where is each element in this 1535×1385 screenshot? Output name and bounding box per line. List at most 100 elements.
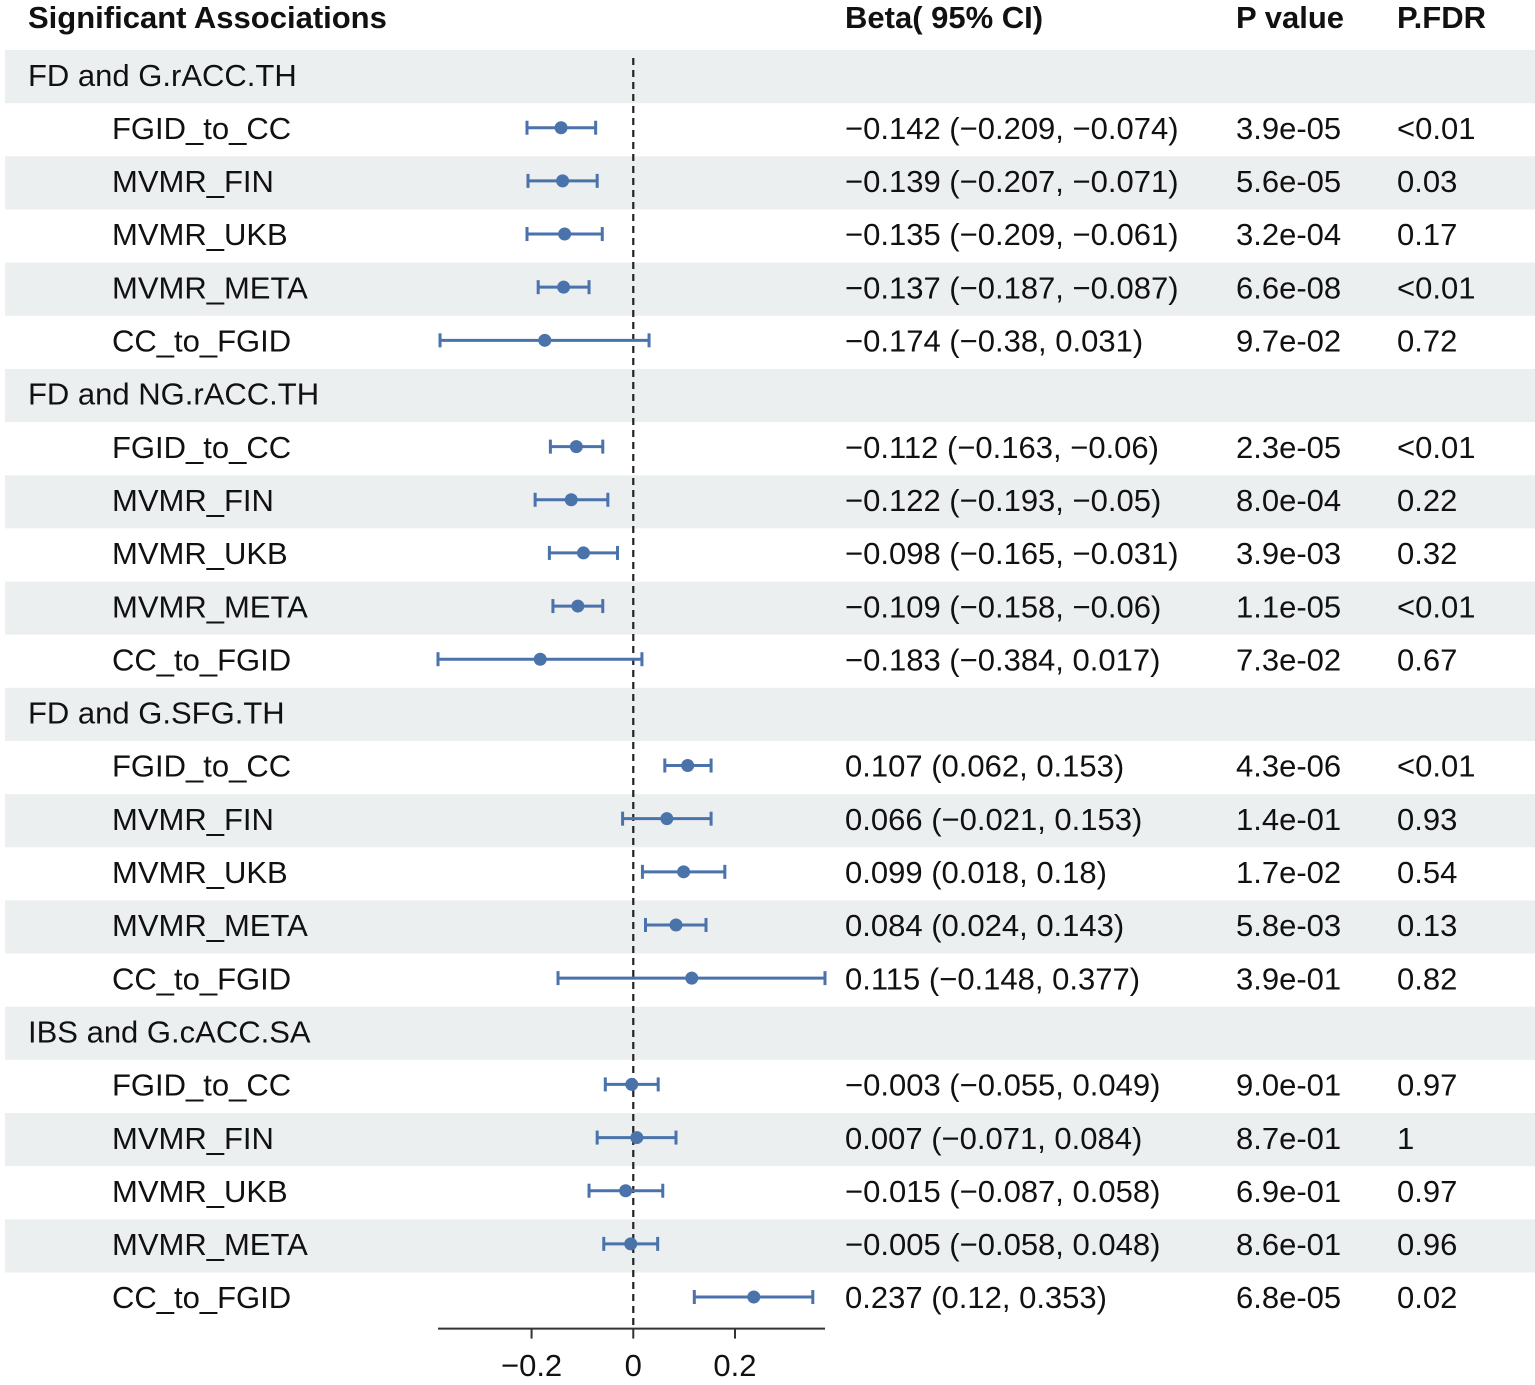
p-fdr-value: 0.93 [1397,802,1457,837]
row-band [5,1219,1535,1273]
beta-ci-value: 0.107 (0.062, 0.153) [845,749,1124,784]
row-label: MVMR_META [112,270,308,305]
group-title: FD and NG.rACC.TH [28,377,319,412]
row-band [5,794,1535,848]
point-estimate [558,227,572,241]
x-tick-label: −0.2 [501,1348,562,1383]
header-p-fdr: P.FDR [1397,0,1486,35]
point-estimate [571,599,585,613]
row-label: MVMR_META [112,908,308,943]
point-estimate [538,333,552,347]
x-axis: −0.2 0 0.2 [438,1327,825,1383]
p-value: 9.7e-02 [1236,324,1341,359]
header-p-value: P value [1236,0,1344,35]
beta-ci-value: −0.183 (−0.384, 0.017) [845,642,1160,677]
point-estimate [576,546,590,560]
p-value: 6.9e-01 [1236,1174,1341,1209]
p-value: 3.9e-05 [1236,111,1341,146]
group-title: FD and G.SFG.TH [28,696,285,731]
beta-ci-value: −0.137 (−0.187, −0.087) [845,270,1179,305]
point-estimate [554,121,568,135]
point-estimate [747,1290,761,1304]
point-estimate [681,759,695,773]
p-fdr-value: 0.13 [1397,908,1457,943]
group-title: FD and G.rACC.TH [28,58,297,93]
header-label: Significant Associations [28,0,387,35]
p-value: 9.0e-01 [1236,1068,1341,1103]
row-label: MVMR_META [112,1227,308,1262]
point-estimate [557,280,571,294]
p-fdr-value: 0.54 [1397,855,1457,890]
row-band [5,368,1535,423]
p-value: 1.4e-01 [1236,802,1341,837]
beta-ci-value: 0.237 (0.12, 0.353) [845,1280,1107,1315]
beta-ci-value: −0.135 (−0.209, −0.061) [845,217,1179,252]
point-estimate [556,174,570,188]
point-estimate [533,652,547,666]
p-fdr-value: <0.01 [1397,111,1475,146]
point-estimate [625,1077,639,1091]
row-label: MVMR_UKB [112,855,288,890]
p-value: 1.1e-05 [1236,589,1341,624]
x-tick-label: 0.2 [713,1348,756,1383]
row-label: FGID_to_CC [112,111,291,146]
p-fdr-value: 0.67 [1397,642,1457,677]
beta-ci-value: −0.109 (−0.158, −0.06) [845,589,1161,624]
p-fdr-value: <0.01 [1397,589,1475,624]
header-beta: Beta( 95% CI) [845,0,1043,35]
p-value: 2.3e-05 [1236,430,1341,465]
row-band [5,475,1535,529]
p-value: 6.6e-08 [1236,270,1341,305]
point-estimate [685,971,699,985]
beta-ci-value: −0.005 (−0.058, 0.048) [845,1227,1160,1262]
beta-ci-value: −0.122 (−0.193, −0.05) [845,483,1161,518]
row-label: CC_to_FGID [112,1280,291,1315]
point-estimate [630,1131,644,1145]
p-value: 4.3e-06 [1236,749,1341,784]
row-label: MVMR_UKB [112,217,288,252]
p-value: 8.0e-04 [1236,483,1341,518]
beta-ci-value: −0.112 (−0.163, −0.06) [845,430,1159,465]
row-label: MVMR_FIN [112,1121,274,1156]
p-value: 8.7e-01 [1236,1121,1341,1156]
p-fdr-value: <0.01 [1397,749,1475,784]
p-fdr-value: <0.01 [1397,270,1475,305]
row-label: MVMR_FIN [112,164,274,199]
point-estimate [669,918,683,932]
beta-ci-value: −0.142 (−0.209, −0.074) [845,111,1179,146]
p-fdr-value: 0.97 [1397,1068,1457,1103]
row-bands [5,50,1535,1273]
row-label: CC_to_FGID [112,642,291,677]
beta-ci-value: −0.003 (−0.055, 0.049) [845,1068,1160,1103]
p-value: 5.8e-03 [1236,908,1341,943]
table-text: Significant Associations Beta( 95% CI) P v… [28,0,1486,1315]
p-fdr-value: 0.72 [1397,324,1457,359]
row-label: FGID_to_CC [112,430,291,465]
point-estimate [619,1184,633,1198]
row-label: MVMR_UKB [112,536,288,571]
row-label: MVMR_META [112,589,308,624]
beta-ci-value: 0.115 (−0.148, 0.377) [845,961,1140,996]
row-band [5,900,1535,954]
p-value: 7.3e-02 [1236,642,1341,677]
point-estimate [624,1237,638,1251]
point-estimate [660,812,674,826]
p-fdr-value: 0.02 [1397,1280,1457,1315]
p-value: 8.6e-01 [1236,1227,1341,1262]
p-fdr-value: 1 [1397,1121,1414,1156]
row-band [5,50,1535,104]
beta-ci-value: −0.015 (−0.087, 0.058) [845,1174,1160,1209]
beta-ci-value: −0.098 (−0.165, −0.031) [845,536,1179,571]
p-value: 3.9e-01 [1236,961,1341,996]
p-fdr-value: <0.01 [1397,430,1475,465]
row-label: CC_to_FGID [112,961,291,996]
row-band [5,1113,1535,1167]
beta-ci-value: 0.066 (−0.021, 0.153) [845,802,1142,837]
interval-marks [436,120,827,1305]
point-estimate [677,865,691,879]
row-band [5,1006,1535,1060]
p-value: 1.7e-02 [1236,855,1341,890]
group-title: IBS and G.cACC.SA [28,1014,311,1049]
x-tick-label: 0 [625,1348,642,1383]
